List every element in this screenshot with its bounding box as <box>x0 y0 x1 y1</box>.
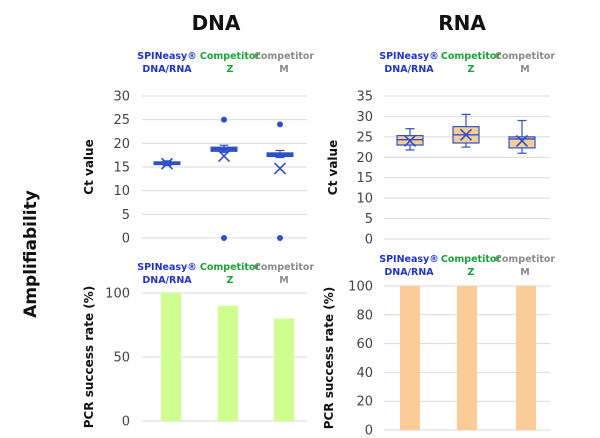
chart-dna-pcr: 0 50 100 PCR success rate (%) <box>82 286 307 430</box>
legend-line2: Z <box>468 267 475 278</box>
legend-line1: SPINeasy® <box>137 51 197 62</box>
legend-line1: Competitor <box>254 262 315 273</box>
bar <box>400 286 420 430</box>
y-tick-label: 20 <box>113 137 130 152</box>
y-tick-label: 40 <box>356 366 373 381</box>
box <box>508 136 536 149</box>
mean-marker <box>217 150 231 163</box>
y-tick-label: 0 <box>365 424 373 438</box>
chart-rna-pcr: 0 20 40 60 80 100 PCR success rate (%) <box>322 280 550 438</box>
legend-line1: Competitor <box>441 254 502 265</box>
legend-line2: Z <box>227 275 234 286</box>
y-tick-label: 100 <box>348 280 373 295</box>
bar <box>274 318 294 421</box>
legend-line2: DNA/RNA <box>142 275 192 286</box>
legend-rna-top: SPINeasy® DNA/RNA Competitor Z Competitor M <box>379 51 555 75</box>
mean-marker <box>160 157 174 170</box>
row-label: Amplifiability <box>21 190 41 318</box>
rna-header: RNA <box>438 11 486 35</box>
y-tick-label: 10 <box>113 184 130 199</box>
legend-line1: SPINeasy® <box>137 262 197 273</box>
legend-dna-bottom: SPINeasy® DNA/RNA Competitor Z Competitor M <box>137 262 314 286</box>
y-axis-label: Ct value <box>326 140 340 195</box>
legend-line2: Z <box>227 64 234 75</box>
y-tick-label: 20 <box>356 151 373 166</box>
y-tick-label: 15 <box>113 161 130 176</box>
y-tick-label: 25 <box>356 130 373 145</box>
bar <box>161 293 181 421</box>
y-tick-label: 5 <box>122 208 130 223</box>
dna-header: DNA <box>192 11 241 35</box>
legend-line1: Competitor <box>200 262 261 273</box>
legend-rna-bottom: SPINeasy® DNA/RNA Competitor Z Competitor M <box>379 254 555 278</box>
legend-line2: DNA/RNA <box>384 267 434 278</box>
y-axis-label: PCR success rate (%) <box>82 286 96 429</box>
legend-line2: DNA/RNA <box>142 64 192 75</box>
y-tick-label: 10 <box>356 192 373 207</box>
legend-dna: SPINeasy® DNA/RNA Competitor Z Competitor M <box>137 51 314 75</box>
y-tick-label: 25 <box>113 113 130 128</box>
legend-line2: DNA/RNA <box>384 64 434 75</box>
bar <box>516 286 536 430</box>
y-tick-label: 0 <box>122 232 130 247</box>
legend-line2: M <box>279 64 288 75</box>
chart-dna-ct: 0 5 10 15 20 25 30 Ct value <box>82 90 307 247</box>
mean-marker <box>273 162 287 175</box>
outlier-point <box>221 116 227 123</box>
legend-line1: Competitor <box>495 51 556 62</box>
outlier-point <box>221 235 227 241</box>
legend-line1: Competitor <box>495 254 556 265</box>
y-tick-label: 0 <box>365 233 373 248</box>
y-tick-label: 80 <box>356 308 373 323</box>
y-tick-label: 35 <box>356 90 373 105</box>
legend-line1: Competitor <box>200 51 261 62</box>
box <box>210 146 238 152</box>
y-tick-label: 50 <box>113 351 130 366</box>
y-tick-label: 15 <box>356 171 373 186</box>
box <box>266 152 294 158</box>
y-tick-label: 30 <box>113 90 130 105</box>
outlier-point <box>277 235 283 241</box>
legend-line2: Z <box>468 64 475 75</box>
legend-line1: Competitor <box>441 51 502 62</box>
y-tick-label: 20 <box>356 395 373 410</box>
chart-rna-ct: 0 5 10 15 20 25 30 35 Ct value <box>326 90 550 248</box>
legend-line2: M <box>520 267 529 278</box>
y-tick-label: 5 <box>365 212 373 227</box>
bar <box>457 286 477 430</box>
y-axis-label: PCR success rate (%) <box>322 287 336 430</box>
mean-marker <box>515 134 529 148</box>
legend-line1: SPINeasy® <box>379 254 439 265</box>
outlier-point <box>277 121 283 128</box>
mean-marker <box>403 134 417 148</box>
y-tick-label: 30 <box>356 110 373 125</box>
legend-line2: M <box>279 275 288 286</box>
legend-line1: SPINeasy® <box>379 51 439 62</box>
bar <box>218 305 238 421</box>
y-tick-label: 100 <box>105 287 130 302</box>
y-tick-label: 0 <box>122 415 130 430</box>
legend-line1: Competitor <box>254 51 315 62</box>
y-tick-label: 60 <box>356 337 373 352</box>
legend-line2: M <box>520 64 529 75</box>
mean-marker <box>459 128 473 141</box>
y-axis-label: Ct value <box>82 139 96 194</box>
